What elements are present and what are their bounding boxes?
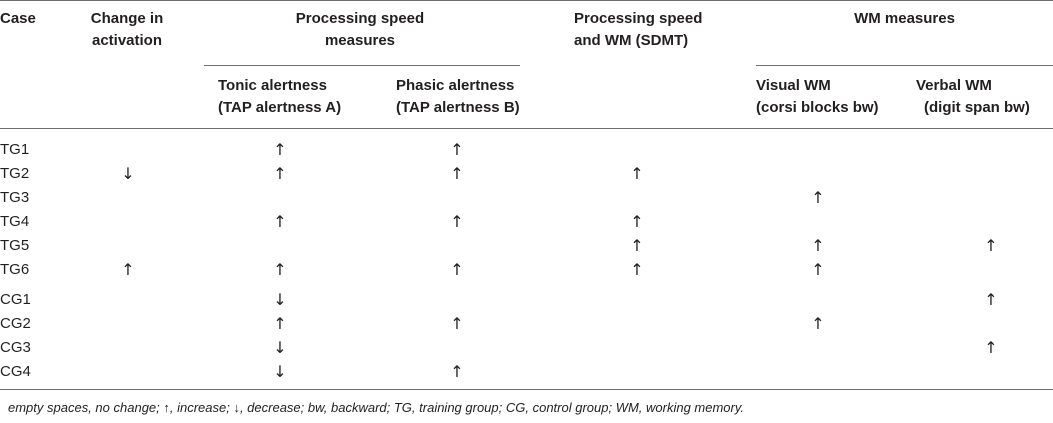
activation-cell-up-arrow-icon: ↑ xyxy=(121,260,135,279)
tonic-cell-down-arrow-icon: ↓ xyxy=(273,338,287,357)
tonic-cell-down-arrow-icon: ↓ xyxy=(273,290,287,309)
processing-speed-spanner-rule xyxy=(204,65,520,66)
case-label: CG3 xyxy=(0,339,31,356)
visual-wm-cell-up-arrow-icon: ↑ xyxy=(811,188,825,207)
activation-cell-down-arrow-icon: ↓ xyxy=(121,164,135,183)
verbal-wm-cell-up-arrow-icon: ↑ xyxy=(984,290,998,309)
sdmt-cell-up-arrow-icon: ↑ xyxy=(630,236,644,255)
header-change-in-activation-line2: activation xyxy=(91,32,163,49)
tonic-cell-down-arrow-icon: ↓ xyxy=(273,362,287,381)
phasic-cell-up-arrow-icon: ↑ xyxy=(450,212,464,231)
header-verbal-wm-line1: Verbal WM xyxy=(916,77,992,94)
table-footnote: empty spaces, no change; ↑, increase; ↓,… xyxy=(8,400,745,415)
table-bottom-rule xyxy=(0,389,1053,390)
visual-wm-cell-up-arrow-icon: ↑ xyxy=(811,314,825,333)
tonic-cell-up-arrow-icon: ↑ xyxy=(273,212,287,231)
phasic-cell-up-arrow-icon: ↑ xyxy=(450,164,464,183)
tonic-cell-up-arrow-icon: ↑ xyxy=(273,140,287,159)
header-visual-wm-line2: (corsi blocks bw) xyxy=(756,99,879,116)
case-label: CG1 xyxy=(0,291,31,308)
case-label: TG4 xyxy=(0,213,30,230)
header-processing-speed-wm-line1: Processing speed xyxy=(574,10,703,27)
header-change-in-activation: Change in activation xyxy=(72,8,182,52)
phasic-cell-up-arrow-icon: ↑ xyxy=(450,140,464,159)
header-verbal-wm-line2: (digit span bw) xyxy=(924,99,1030,116)
visual-wm-cell-up-arrow-icon: ↑ xyxy=(811,236,825,255)
header-phasic-alertness-line1: Phasic alertness xyxy=(396,77,515,94)
table-top-rule xyxy=(0,0,1053,1)
case-label: TG6 xyxy=(0,261,30,278)
phasic-cell-up-arrow-icon: ↑ xyxy=(450,314,464,333)
visual-wm-cell-up-arrow-icon: ↑ xyxy=(811,260,825,279)
verbal-wm-cell-up-arrow-icon: ↑ xyxy=(984,338,998,357)
header-phasic-alertness-line2: (TAP alertness B) xyxy=(396,99,520,116)
verbal-wm-cell-up-arrow-icon: ↑ xyxy=(984,236,998,255)
case-label: TG5 xyxy=(0,237,30,254)
header-tonic-alertness-line1: Tonic alertness xyxy=(218,77,327,94)
header-tonic-alertness: Tonic alertness (TAP alertness A) xyxy=(218,75,341,119)
header-bottom-rule xyxy=(0,128,1053,129)
phasic-cell-up-arrow-icon: ↑ xyxy=(450,362,464,381)
header-processing-speed-line2: measures xyxy=(324,32,396,49)
sdmt-cell-up-arrow-icon: ↑ xyxy=(630,164,644,183)
header-verbal-wm: Verbal WM (digit span bw) xyxy=(916,75,1030,119)
case-label: CG2 xyxy=(0,315,31,332)
header-visual-wm: Visual WM (corsi blocks bw) xyxy=(756,75,879,119)
phasic-cell-up-arrow-icon: ↑ xyxy=(450,260,464,279)
tonic-cell-up-arrow-icon: ↑ xyxy=(273,314,287,333)
case-label: CG4 xyxy=(0,363,31,380)
sdmt-cell-up-arrow-icon: ↑ xyxy=(630,212,644,231)
case-label: TG3 xyxy=(0,189,30,206)
wm-measures-spanner-rule xyxy=(756,65,1053,66)
header-change-in-activation-line1: Change in xyxy=(90,10,164,27)
tonic-cell-up-arrow-icon: ↑ xyxy=(273,164,287,183)
header-tonic-alertness-line2: (TAP alertness A) xyxy=(218,99,342,116)
header-processing-speed-wm: Processing speed and WM (SDMT) xyxy=(574,8,702,52)
header-processing-speed: Processing speed measures xyxy=(200,8,520,52)
sdmt-cell-up-arrow-icon: ↑ xyxy=(630,260,644,279)
tonic-cell-up-arrow-icon: ↑ xyxy=(273,260,287,279)
case-label: TG2 xyxy=(0,165,30,182)
header-case: Case xyxy=(0,10,36,27)
case-label: TG1 xyxy=(0,141,30,158)
header-phasic-alertness: Phasic alertness (TAP alertness B) xyxy=(396,75,520,119)
header-visual-wm-line1: Visual WM xyxy=(756,77,831,94)
header-processing-speed-wm-line2: and WM (SDMT) xyxy=(574,32,689,49)
header-processing-speed-line1: Processing speed xyxy=(295,10,425,27)
header-wm-measures: WM measures xyxy=(854,10,955,27)
